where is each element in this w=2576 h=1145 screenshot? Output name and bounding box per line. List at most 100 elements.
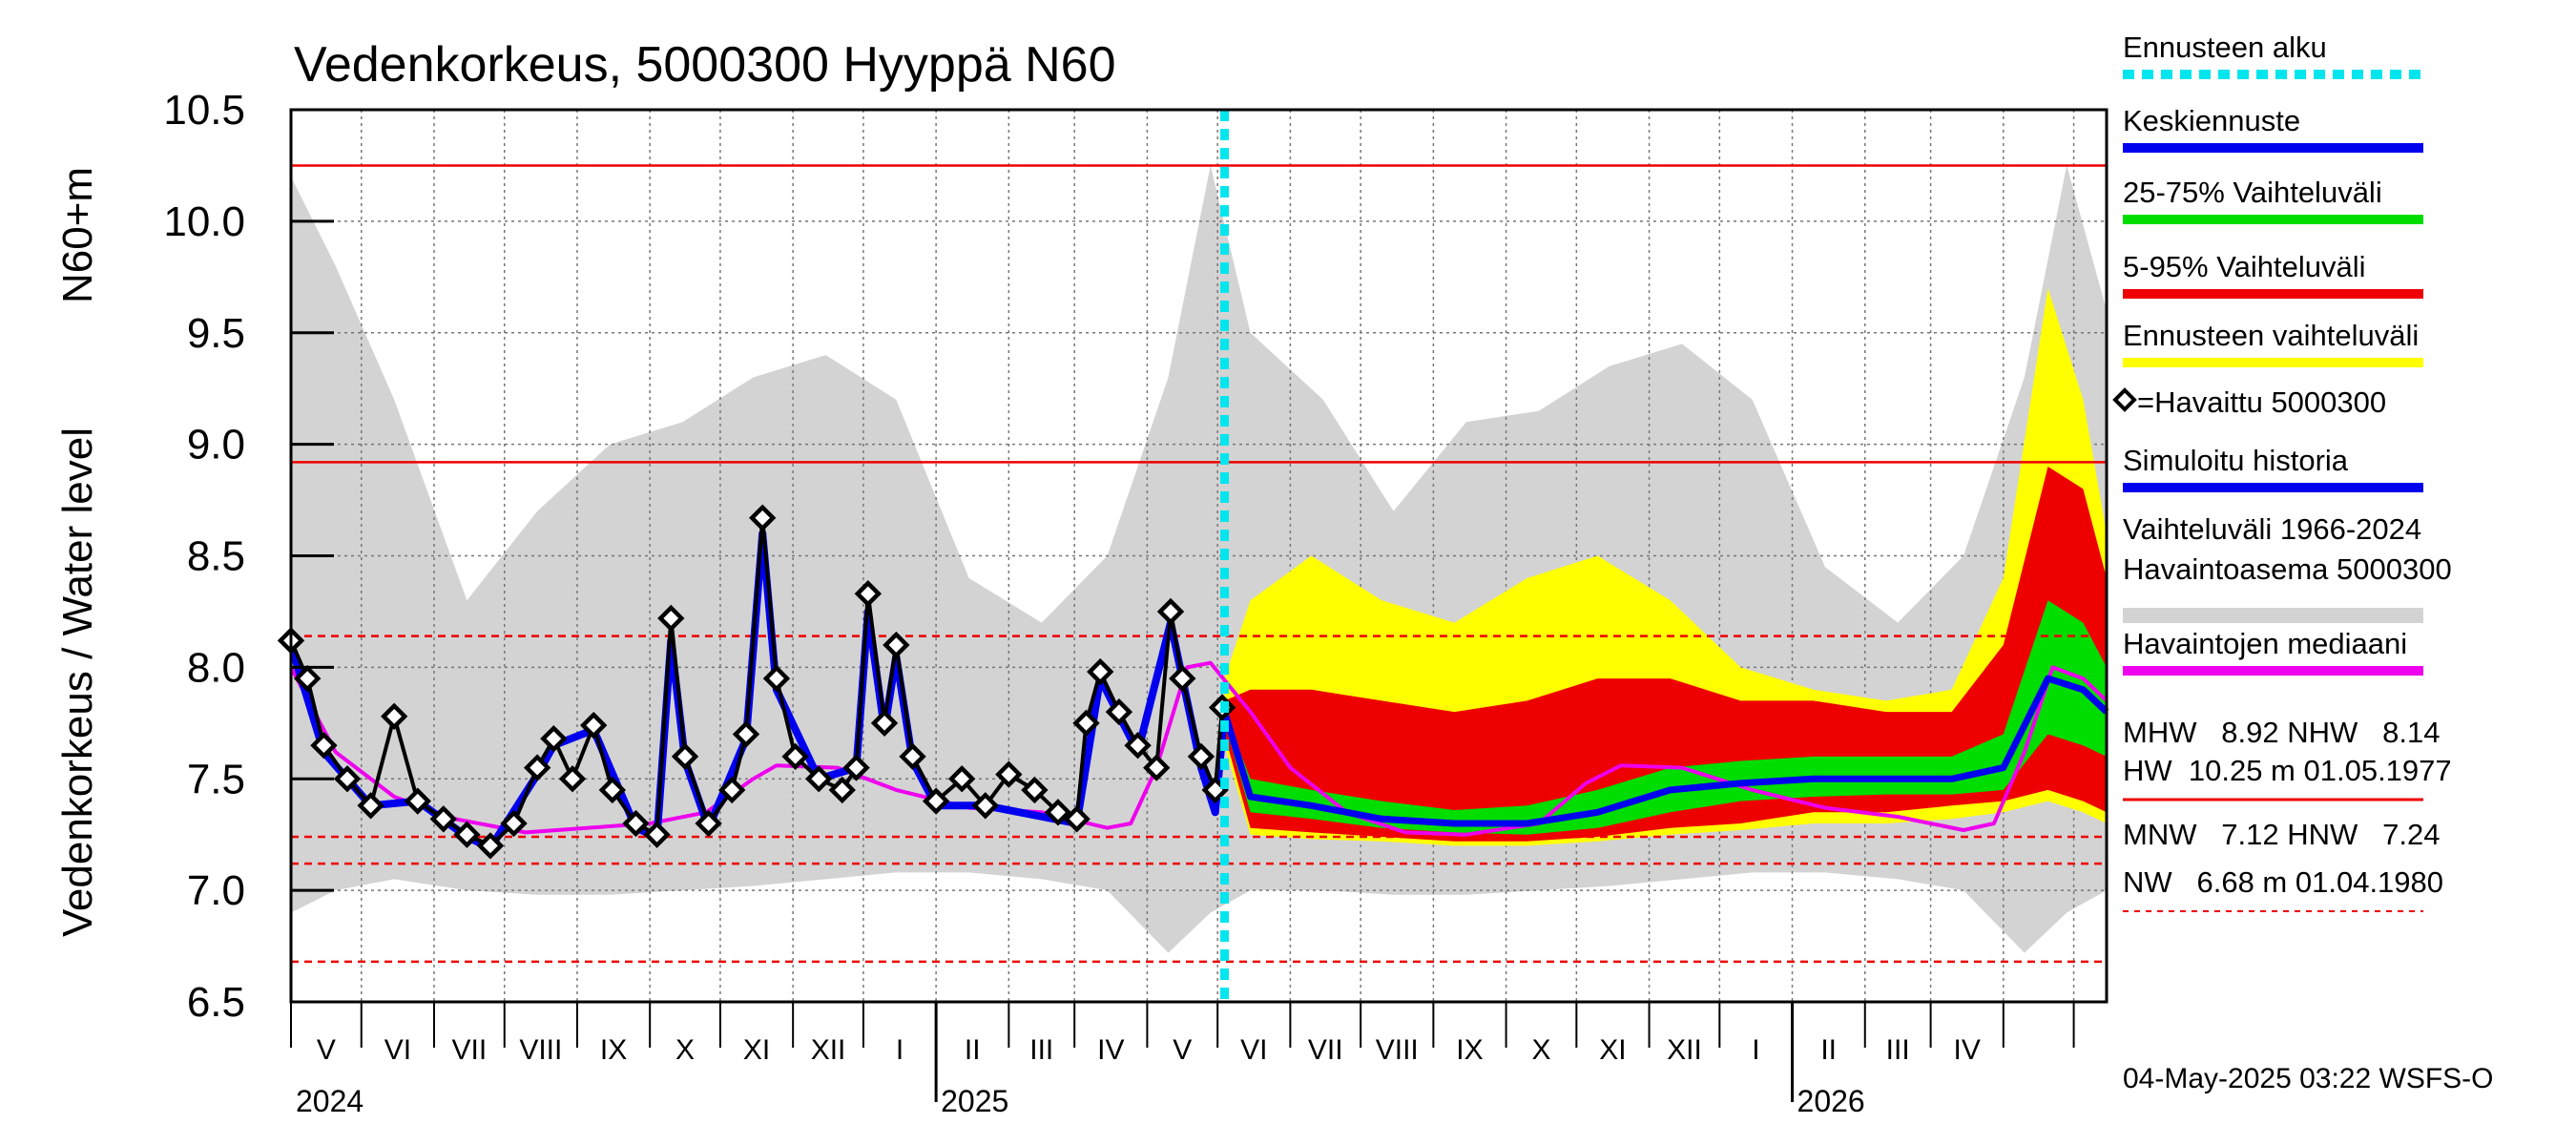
observed-marker (540, 724, 568, 753)
observed-marker (762, 664, 791, 693)
stat-mnw-hnw: MNW 7.12 HNW 7.24 (2123, 818, 2440, 851)
x-axis: V VI VII VIII IX X XI XII I II III IV V VI VII VIII IX X X… (290, 1002, 2075, 1118)
plot-area (277, 108, 2109, 1004)
observed-marker (854, 580, 883, 608)
x-month-label: V (317, 1034, 336, 1066)
observed-marker (333, 765, 362, 793)
observed-marker (1169, 664, 1196, 693)
observed-marker (842, 754, 870, 781)
x-month-label: IV (1954, 1034, 1981, 1066)
observed-marker (558, 765, 587, 793)
x-month-label: II (1820, 1034, 1837, 1066)
legend-label: Havaintojen mediaani (2123, 627, 2407, 660)
observed-marker (870, 709, 899, 737)
y-tick-label: 10.0 (163, 198, 245, 245)
observed-marker (310, 732, 338, 760)
observed-marker (579, 711, 608, 739)
x-month-label: XI (743, 1034, 770, 1066)
legend: Ennusteen alku Keskiennuste 25-75% Vaihtel… (2112, 31, 2452, 912)
observed-marker (671, 742, 699, 771)
legend-label: Keskiennuste (2123, 104, 2300, 137)
x-month-label: XI (1599, 1034, 1626, 1066)
median-line (289, 660, 2109, 837)
legend-label: Simuloitu historia (2123, 444, 2349, 477)
observed-marker (899, 742, 926, 771)
x-month-label: III (1886, 1034, 1910, 1066)
observed-marker (294, 664, 322, 693)
observed-marker (380, 702, 408, 730)
observed-marker (781, 742, 809, 771)
x-year-label: 2026 (1797, 1084, 1865, 1118)
stat-nw: NW 6.68 m 01.04.1980 (2123, 865, 2443, 899)
chart-title: Vedenkorkeus, 5000300 Hyyppä N60 (294, 37, 1116, 93)
x-month-label: VIII (1376, 1034, 1419, 1066)
observed-marker (657, 604, 685, 633)
legend-marker-observed (2112, 387, 2137, 412)
x-month-label: I (896, 1034, 904, 1066)
forecast-mean-line (1221, 675, 2109, 827)
x-month-label: X (675, 1034, 695, 1066)
y-axis-label: Vedenkorkeus / Water level (54, 427, 101, 937)
observed-marker (1143, 754, 1171, 781)
y-tick-label: 9.5 (187, 310, 245, 357)
observed-marker (1072, 709, 1100, 737)
observed-marker (947, 765, 976, 793)
observed-marker (1124, 732, 1152, 760)
observed-marker (357, 792, 384, 820)
range-5-95-band (1224, 467, 2107, 842)
observed-marker (971, 792, 999, 820)
observed-marker (404, 787, 431, 815)
observed-marker (922, 787, 950, 815)
observed-marker (476, 832, 505, 860)
observed-marker (1063, 805, 1091, 833)
stat-hw: HW 10.25 m 01.05.1977 (2123, 754, 2452, 787)
observed-marker (622, 809, 650, 838)
forecast-range-band (1224, 288, 2107, 846)
x-year-label: 2025 (941, 1084, 1008, 1118)
observed-marker (695, 809, 722, 838)
legend-label: 25-75% Vaihteluväli (2123, 176, 2382, 209)
x-month-label: XII (811, 1034, 846, 1066)
footer-timestamp: 04-May-2025 03:22 WSFS-O (2123, 1063, 2494, 1094)
x-month-label: VII (452, 1034, 488, 1066)
observed-marker (1156, 597, 1185, 626)
legend-label: Vaihteluväli 1966-2024 (2123, 512, 2421, 546)
observed-marker (749, 504, 777, 531)
x-month-label: V (1173, 1034, 1192, 1066)
x-month-label: IX (600, 1034, 627, 1066)
y-tick-label: 6.5 (187, 979, 245, 1026)
observed-marker (643, 821, 671, 848)
observed-marker (523, 754, 551, 781)
statistics-panel: MHW 8.92 NHW 8.14 HW 10.25 m 01.05.1977 … (2123, 716, 2452, 899)
x-month-label: X (1531, 1034, 1550, 1066)
observed-marker (1021, 776, 1049, 804)
observed-marker (453, 821, 481, 848)
observed-marker (1105, 697, 1133, 726)
x-month-label: IX (1456, 1034, 1483, 1066)
observed-marker (805, 765, 833, 793)
y-axis-unit: N60+m (54, 167, 101, 303)
y-tick-label: 9.0 (187, 422, 245, 468)
x-month-label: VII (1308, 1034, 1343, 1066)
history-range-band (291, 165, 2107, 953)
y-tick-label: 8.5 (187, 533, 245, 580)
x-month-label: VI (384, 1034, 411, 1066)
x-month-label: IV (1097, 1034, 1124, 1066)
observed-marker (1187, 742, 1215, 771)
legend-label: Ennusteen vaihteluväli (2123, 319, 2419, 352)
y-tick-label: 7.0 (187, 867, 245, 914)
legend-label: 5-95% Vaihteluväli (2123, 250, 2365, 283)
legend-label: Havaintoasema 5000300 (2123, 552, 2452, 586)
x-month-label: XII (1667, 1034, 1702, 1066)
observed-marker (883, 631, 910, 659)
y-tick-label: 10.5 (163, 87, 245, 134)
observed-marker (828, 776, 856, 804)
x-year-label: 2024 (296, 1084, 364, 1118)
observed-marker (598, 776, 627, 804)
observed-marker (1044, 799, 1072, 826)
y-tick-label: 8.0 (187, 644, 245, 691)
legend-label: Ennusteen alku (2123, 31, 2327, 64)
observed-marker (732, 720, 760, 748)
observed-marker (429, 805, 457, 833)
